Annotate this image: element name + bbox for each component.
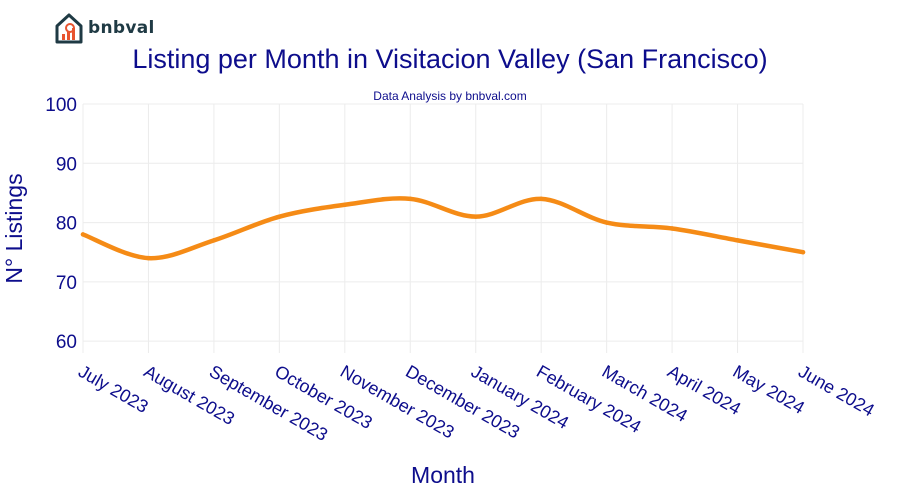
data-point	[277, 214, 282, 219]
y-tick-label: 100	[45, 95, 77, 116]
series-layer	[80, 196, 806, 261]
x-tick-label: May 2024	[730, 361, 808, 418]
series-line	[80, 196, 806, 261]
chart-subtitle: Data Analysis by bnbval.com	[373, 89, 527, 103]
y-tick-label: 80	[56, 214, 77, 235]
data-point	[80, 232, 86, 237]
data-point	[342, 202, 348, 207]
y-tick-label: 60	[56, 332, 77, 353]
y-axis-title: N° Listings	[1, 173, 27, 283]
data-point	[538, 196, 544, 202]
data-point	[408, 196, 413, 202]
chart-title: Listing per Month in Visitacion Valley (…	[132, 44, 768, 74]
data-point	[669, 226, 675, 231]
data-point	[604, 220, 609, 225]
logo: bnbval	[54, 12, 155, 44]
x-tick-label: June 2024	[795, 361, 878, 420]
data-point	[211, 238, 217, 243]
y-tick-label: 90	[56, 154, 77, 175]
x-tick-label: July 2023	[75, 361, 152, 417]
data-point	[473, 214, 478, 219]
data-point	[800, 250, 806, 255]
y-axis-ticks: 60 70 80 90 100	[45, 95, 77, 353]
logo-text: bnbval	[88, 18, 155, 38]
x-axis-title: Month	[411, 462, 475, 488]
data-point	[735, 238, 740, 243]
house-chart-icon	[55, 13, 83, 44]
x-tick-label: November 2023	[337, 361, 458, 442]
x-tick-label: December 2023	[402, 361, 523, 442]
grid	[82, 103, 804, 353]
y-tick-label: 70	[56, 273, 77, 294]
data-point	[146, 255, 151, 261]
